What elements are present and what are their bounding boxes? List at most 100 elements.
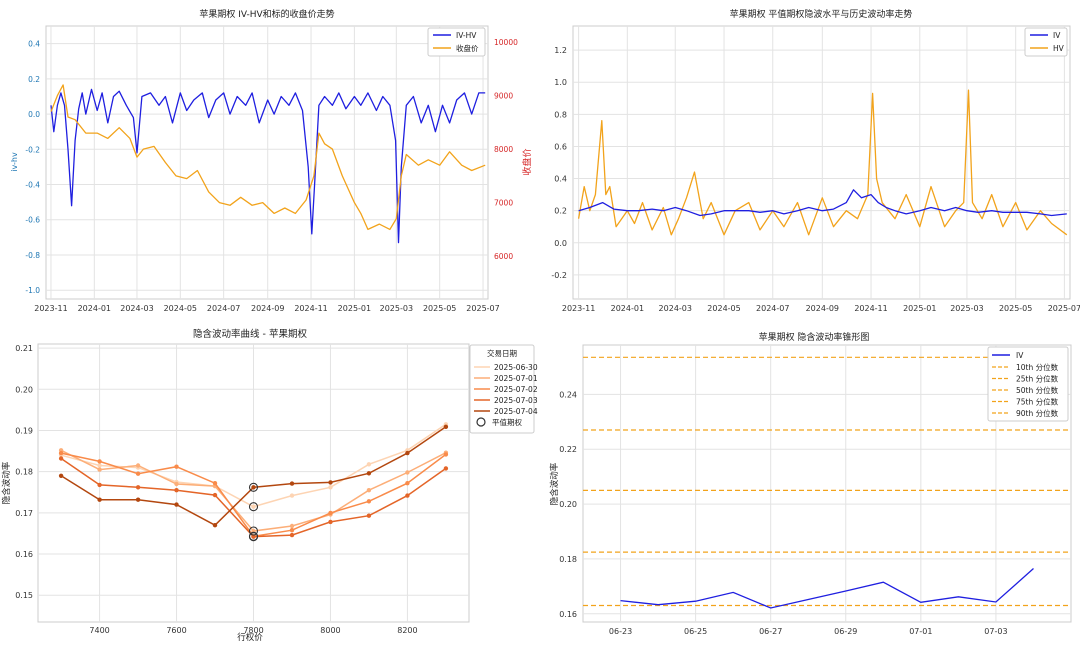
chart1-x-tick-label: 2024-07: [207, 304, 240, 313]
chart1-y-tick-label: -0.6: [25, 216, 40, 225]
chart1-plot-frame: [45, 25, 489, 300]
chart2-iv-line: [578, 189, 1067, 217]
chart2-hv-line: [577, 89, 1068, 236]
chart4-legend-label-percentile: 75th 分位数: [1016, 397, 1059, 407]
chart4-x-tick-label: 06-27: [759, 627, 782, 636]
chart1-x-tick-label: 2024-05: [164, 304, 197, 313]
chart3-point: [97, 467, 102, 472]
chart3-point: [366, 471, 372, 476]
chart1-right-y-tick-label: 7000: [494, 199, 513, 208]
chart2-series: [577, 89, 1068, 236]
chart1-legend-label-close: 收盘价: [456, 43, 479, 53]
chart4-title: 苹果期权 隐含波动率锥形图: [759, 331, 870, 343]
chart4-x-tick-label: 06-25: [684, 627, 707, 636]
chart3-legend-title: 交易日期: [487, 348, 517, 358]
chart1-ivhv-line: [50, 88, 486, 244]
chart3-point: [135, 497, 141, 502]
chart3-point: [366, 488, 372, 493]
chart3-point: [251, 504, 256, 509]
chart-iv-hv-levels: 苹果期权 平值期权隐波水平与历史波动率走势 -0.2 0.0 0.2 0.4 0.6 0.…: [551, 8, 1080, 313]
chart1-x-tick-label: 2024-01: [78, 304, 111, 313]
chart3-point: [366, 499, 372, 504]
chart3-legend-label: 2025-07-01: [494, 374, 538, 383]
chart1-x-tick-label: 2025-05: [423, 304, 456, 313]
chart1-x-tick-label: 2023-11: [34, 304, 67, 313]
chart4-series: [583, 356, 1071, 609]
chart3-x-label: 行权价: [237, 632, 263, 643]
chart4-x-tick-label: 07-01: [909, 627, 932, 636]
chart2-title: 苹果期权 平值期权隐波水平与历史波动率走势: [730, 8, 913, 20]
chart3-atm-marker: [248, 526, 259, 536]
chart2-x-tick-label: 2024-05: [707, 304, 740, 313]
chart2-y-tick-label: 1.0: [554, 78, 567, 87]
chart4-y-tick-label: 0.24: [559, 390, 577, 399]
chart3-point: [135, 463, 141, 468]
chart3-legend-atm-marker: [476, 417, 486, 427]
chart3-x-ticks: 7400 7600 7800 8000 8200: [89, 626, 417, 635]
chart3-y-tick-label: 0.21: [15, 344, 33, 353]
chart3-point: [289, 532, 295, 538]
chart1-close-line: [50, 84, 486, 231]
chart3-point: [405, 470, 410, 475]
chart3-point: [135, 471, 141, 476]
chart1-x-tick-label: 2024-11: [294, 304, 327, 313]
chart3-point: [328, 485, 333, 490]
chart1-grid: [46, 26, 488, 299]
chart4-legend-label-percentile: 25th 分位数: [1016, 374, 1059, 384]
chart3-y-tick-label: 0.19: [15, 426, 33, 435]
chart3-atm-marker: [248, 532, 259, 542]
chart3-legend-items: 2025-06-30 2025-07-01 2025-07-02 2025-07-03…: [474, 363, 538, 416]
chart2-x-tick-label: 2024-09: [806, 304, 839, 313]
chart3-x-tick-label: 7600: [166, 626, 186, 635]
chart4-x-tick-label: 07-03: [984, 627, 1007, 636]
chart3-atm-marker: [248, 482, 259, 492]
chart3-point: [443, 424, 449, 429]
chart3-x-tick-label: 7400: [89, 626, 109, 635]
chart3-point: [174, 481, 179, 487]
chart3-point: [328, 519, 333, 525]
chart3-y-tick-label: 0.20: [15, 385, 33, 394]
chart2-x-tick-label: 2025-07: [1048, 304, 1080, 313]
chart2-y-tick-label: 1.2: [554, 46, 567, 55]
chart3-point: [97, 459, 102, 464]
chart-iv-smile: 隐含波动率曲线 - 苹果期权 0.150.160.170.180.190.200…: [1, 328, 538, 643]
chart3-point: [289, 493, 295, 498]
chart3-point: [58, 473, 64, 478]
chart3-y-tick-label: 0.17: [15, 509, 33, 518]
chart3-point: [212, 492, 218, 498]
chart1-right-y-label: 收盘价: [521, 148, 533, 175]
chart3-atm-marker: [248, 502, 259, 512]
chart2-y-ticks: -0.2 0.0 0.2 0.4 0.6 0.8 1.0 1.2: [551, 46, 567, 280]
chart3-point: [212, 481, 218, 486]
chart2-x-tick-label: 2024-07: [756, 304, 789, 313]
chart3-point: [97, 497, 102, 502]
chart1-y-tick-label: -1.0: [25, 286, 40, 295]
chart4-x-ticks: 06-23 06-25 06-27 06-29 07-01 07-03: [609, 627, 1008, 636]
chart3-point: [328, 480, 333, 485]
chart3-point: [135, 485, 141, 490]
chart3-point: [97, 482, 102, 488]
chart1-right-y-tick-label: 9000: [494, 92, 513, 101]
chart4-legend-label-iv: IV: [1016, 351, 1024, 360]
chart2-x-tick-label: 2024-03: [659, 304, 692, 313]
chart3-y-tick-label: 0.18: [15, 468, 33, 477]
chart1-x-tick-label: 2024-03: [120, 304, 153, 313]
chart4-y-label: 隐含波动率: [549, 462, 560, 505]
chart1-right-y-ticks: 6000 7000 8000 9000 10000: [494, 38, 518, 261]
chart3-point: [443, 466, 449, 471]
chart2-x-tick-label: 2025-01: [903, 304, 936, 313]
chart1-legend-label-ivhv: IV-HV: [456, 31, 477, 40]
chart3-legend-atm-label: 平值期权: [492, 417, 522, 427]
chart1-y-tick-label: 0.2: [28, 75, 40, 84]
chart3-point: [251, 485, 256, 490]
chart1-x-tick-label: 2024-09: [251, 304, 284, 313]
chart3-y-tick-label: 0.16: [15, 550, 33, 559]
chart4-x-tick-label: 06-23: [609, 627, 632, 636]
chart4-legend-label-percentile: 10th 分位数: [1016, 362, 1059, 372]
chart-ivhv: 苹果期权 IV-HV和标的收盘价走势 -1.0 -0.8 -0.6 -0.4 -0.2 0…: [10, 8, 533, 313]
chart3-point: [289, 528, 295, 533]
chart1-x-ticks: 2023-11 2024-01 2024-03 2024-05 2024-07 2024-…: [34, 304, 499, 313]
chart2-y-tick-label: -0.2: [551, 271, 567, 280]
